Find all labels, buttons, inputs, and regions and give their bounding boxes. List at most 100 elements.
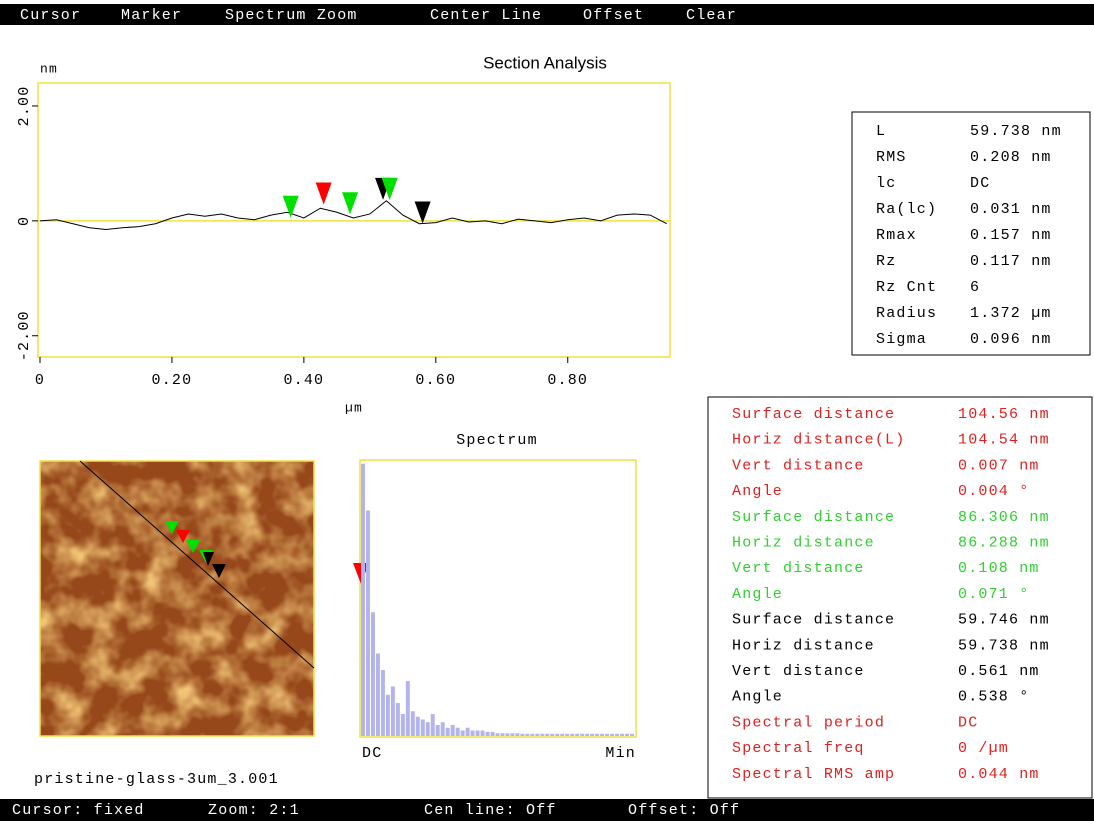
- measurement-value: 59.746 nm: [958, 612, 1050, 629]
- measurement-value: 0.561 nm: [958, 663, 1040, 680]
- y-tick-label: -2.00: [16, 310, 33, 361]
- stat-label: Rz: [876, 253, 896, 270]
- spectrum-bar: [615, 733, 620, 736]
- measurement-label: Vert distance: [732, 663, 865, 680]
- stat-label: L: [876, 123, 886, 140]
- section-frame: [37, 82, 671, 358]
- spectrum-bar: [530, 733, 535, 736]
- measurement-value: 0 /µm: [958, 740, 1009, 757]
- spectrum-frame: [359, 459, 637, 738]
- measurement-value: 59.738 nm: [958, 637, 1050, 654]
- spectrum-bar: [405, 681, 410, 736]
- spectrum-bar: [570, 733, 575, 736]
- stat-value: 0.031 nm: [970, 201, 1052, 218]
- spectrum-bar: [410, 711, 415, 736]
- spectrum-bar: [475, 730, 480, 736]
- measurement-label: Spectral period: [732, 714, 885, 731]
- afm-texture: [40, 461, 314, 736]
- menu-item[interactable]: Cursor: [20, 7, 81, 24]
- y-axis-label: nm: [40, 61, 58, 76]
- spectrum-bar: [470, 730, 475, 736]
- spectrum-bar: [375, 653, 380, 736]
- measurement-value: DC: [958, 714, 978, 731]
- spectrum-bar: [435, 725, 440, 736]
- stat-value: 0.157 nm: [970, 227, 1052, 244]
- spectrum-bar: [465, 727, 470, 736]
- measurement-value: 0.071 °: [958, 586, 1029, 603]
- section-marker: [282, 195, 299, 218]
- status-item: Zoom: 2:1: [208, 802, 300, 819]
- spectrum-left-label: DC: [362, 745, 382, 762]
- measurement-label: Angle: [732, 483, 783, 500]
- spectrum-bar: [550, 733, 555, 736]
- spectrum-bar: [480, 730, 485, 736]
- menu-item[interactable]: Spectrum Zoom: [225, 7, 358, 24]
- spectrum-bar: [400, 714, 405, 736]
- stat-value: 1.372 µm: [970, 305, 1052, 322]
- spectrum-bar: [620, 733, 625, 736]
- measurement-label: Angle: [732, 586, 783, 603]
- spectrum-bar: [415, 716, 420, 736]
- measurement-value: 86.288 nm: [958, 534, 1050, 551]
- profile-line: [39, 200, 667, 230]
- stats-box: [851, 111, 1091, 356]
- spectrum-bar: [515, 733, 520, 736]
- spectrum-bar: [450, 725, 455, 736]
- x-axis-label: µm: [345, 400, 363, 415]
- x-tick-label: 0.80: [547, 372, 588, 389]
- spectrum-bar: [365, 510, 370, 736]
- status-item: Offset: Off: [628, 802, 740, 819]
- spectrum-bar: [460, 730, 465, 736]
- spectrum-bar: [500, 733, 505, 736]
- spectrum-bar: [445, 727, 450, 736]
- spectrum-right-label: Min: [605, 745, 636, 762]
- spectrum-bar: [535, 733, 540, 736]
- stat-value: 0.096 nm: [970, 331, 1052, 348]
- x-tick-label: 0: [35, 372, 45, 389]
- measurement-value: 86.306 nm: [958, 509, 1050, 526]
- section-marker: [342, 192, 359, 215]
- section-marker: [381, 177, 398, 200]
- x-tick-label: 0.60: [415, 372, 456, 389]
- menu-item[interactable]: Marker: [121, 7, 182, 24]
- menu-item[interactable]: Clear: [686, 7, 737, 24]
- afm-frame: [39, 460, 315, 737]
- spectrum-bar: [540, 733, 545, 736]
- measurement-label: Spectral RMS amp: [732, 766, 895, 783]
- measurement-label: Angle: [732, 689, 783, 706]
- spectrum-bar: [420, 719, 425, 736]
- menu-item[interactable]: Center Line: [430, 7, 542, 24]
- measurement-value: 104.56 nm: [958, 406, 1050, 423]
- section-line: [79, 460, 315, 669]
- measurement-value: 0.044 nm: [958, 766, 1040, 783]
- menu-item[interactable]: Offset: [583, 7, 644, 24]
- spectrum-bar: [485, 731, 490, 736]
- spectrum-bar: [580, 733, 585, 736]
- stat-label: RMS: [876, 149, 907, 166]
- spectrum-bar: [555, 733, 560, 736]
- image-caption: pristine-glass-3um_3.001: [34, 771, 279, 788]
- stat-label: Sigma: [876, 331, 927, 348]
- spectrum-bar: [425, 722, 430, 736]
- spectrum-bar: [430, 714, 435, 736]
- status-bar: [0, 799, 1094, 821]
- stat-value: 6: [970, 279, 980, 296]
- measurement-value: 0.108 nm: [958, 560, 1040, 577]
- measurement-label: Horiz distance(L): [732, 432, 905, 449]
- spectrum-bar: [495, 733, 500, 736]
- spectrum-bar: [490, 731, 495, 736]
- spectrum-bar: [545, 733, 550, 736]
- spectrum-bar: [625, 733, 630, 736]
- y-tick-label: 0: [16, 216, 33, 226]
- spectrum-bar: [610, 733, 615, 736]
- spectrum-bar: [395, 703, 400, 736]
- stat-label: Radius: [876, 305, 937, 322]
- image-marker: [176, 530, 190, 543]
- spectrum-bar: [590, 733, 595, 736]
- spectrum-bar: [380, 670, 385, 736]
- spectrum-bar: [585, 733, 590, 736]
- image-marker: [165, 521, 179, 534]
- measurement-value: 0.538 °: [958, 689, 1029, 706]
